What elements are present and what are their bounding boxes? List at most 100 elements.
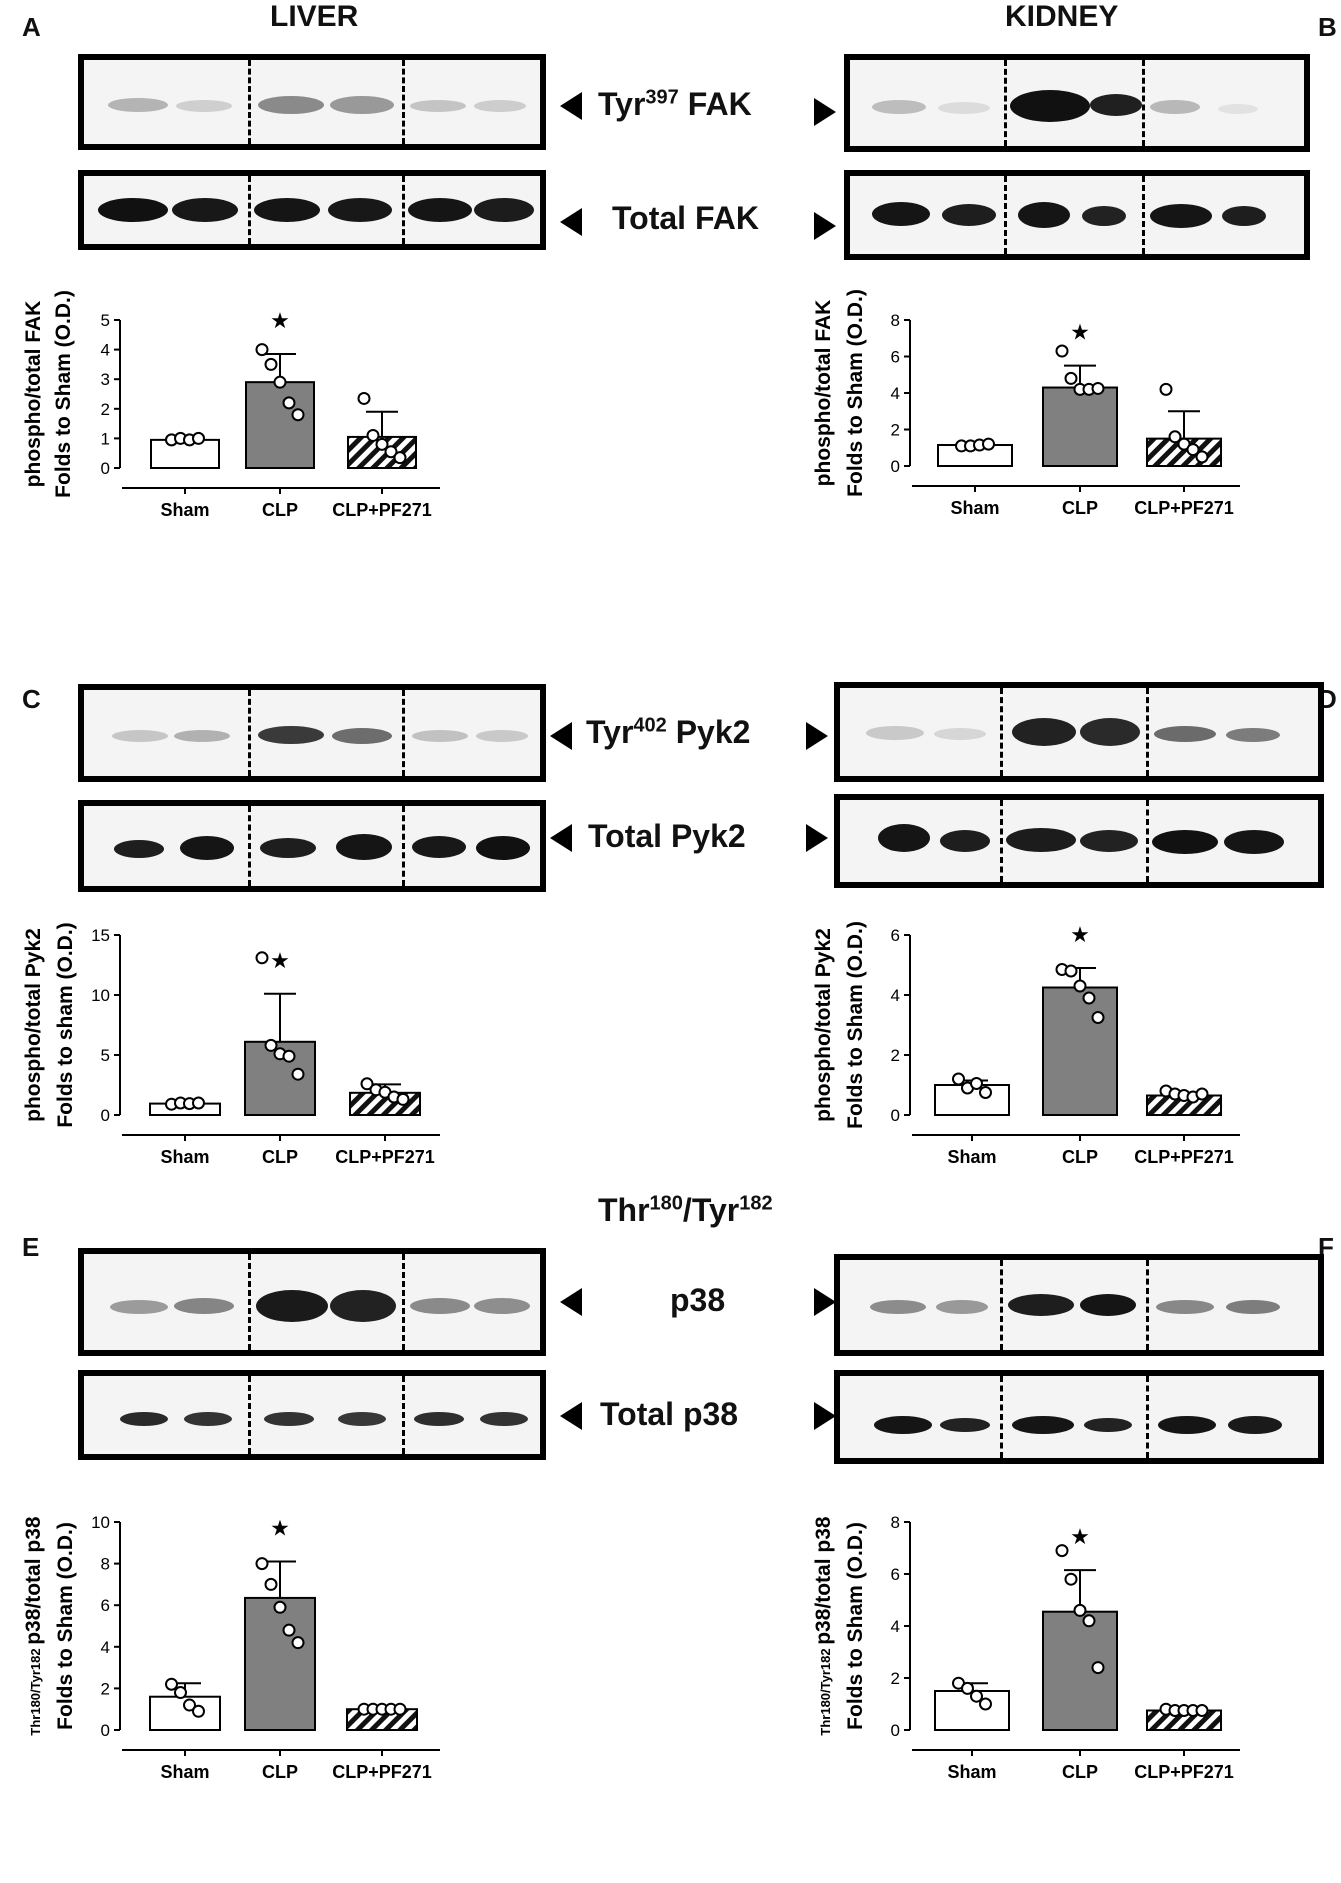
band (1154, 726, 1216, 742)
band (1150, 100, 1200, 114)
band (180, 836, 234, 860)
label-tyr397-fak: Tyr397 FAK (598, 86, 752, 122)
band (258, 726, 324, 744)
data-point (282, 1049, 296, 1063)
x-tick-label: Sham (160, 1762, 209, 1782)
data-point (165, 1677, 178, 1691)
y-axis-label-line2: Folds to Sham (O.D.) (844, 289, 867, 497)
x-tick-label: Sham (160, 500, 209, 520)
x-tick-label: Sham (950, 498, 999, 518)
y-tick-label: 6 (891, 926, 900, 945)
band (1226, 728, 1280, 742)
band (866, 726, 924, 740)
band (260, 838, 316, 858)
y-tick-label: 2 (891, 1669, 900, 1688)
band (474, 198, 534, 222)
band (176, 100, 232, 112)
y-axis-label-prefix: Thr180/Tyr182 (818, 1645, 833, 1736)
y-tick-label: 3 (101, 370, 110, 389)
y-axis-label-line2: Folds to Sham (O.D.) (54, 1522, 77, 1730)
liver-header: LIVER (270, 0, 359, 33)
band (942, 204, 996, 226)
data-point (961, 1681, 974, 1695)
arrow-right-icon (814, 1288, 836, 1316)
panel-letter-a: A (22, 12, 41, 42)
data-point (291, 408, 305, 422)
data-point (282, 396, 296, 410)
band (1080, 1294, 1136, 1316)
band (256, 1290, 328, 1322)
band (476, 730, 528, 742)
data-point (1195, 1087, 1209, 1101)
band (330, 1290, 396, 1322)
data-point (1064, 1572, 1078, 1586)
band (410, 100, 466, 112)
data-point (360, 1077, 374, 1091)
chart-f: 0 2 4 6 8 Sham CLP CLP+PF271 Thr180/Tyr182 p38/t… (812, 1513, 1240, 1782)
data-point (264, 357, 278, 371)
band (1228, 1416, 1282, 1434)
arrow-left-icon (550, 722, 572, 750)
data-point (1055, 344, 1069, 358)
band (120, 1412, 168, 1426)
data-point (255, 1557, 269, 1571)
blot-liver-phospho-pyk2 (78, 684, 546, 782)
band (112, 730, 168, 742)
panel-letter-b: B (1318, 12, 1337, 42)
band (184, 1412, 232, 1426)
band (114, 840, 164, 858)
y-tick-label: 0 (101, 459, 110, 478)
data-point (255, 951, 269, 965)
y-tick-label: 8 (891, 311, 900, 330)
y-axis-label: Thr180/Tyr182 p38/total p38 (22, 1516, 45, 1736)
band (410, 1298, 470, 1314)
blot-kidney-phospho-fak (844, 54, 1310, 152)
x-tick-label: CLP (1062, 1762, 1098, 1782)
arrow-right-icon (814, 1402, 836, 1430)
band (480, 1412, 528, 1426)
band (264, 1412, 314, 1426)
band (1222, 206, 1266, 226)
blot-liver-total-pyk2 (78, 800, 546, 892)
data-point (282, 1623, 296, 1637)
y-tick-label: 0 (891, 1721, 900, 1740)
x-tick-label: Sham (947, 1762, 996, 1782)
blot-kidney-phospho-p38 (834, 1254, 1324, 1356)
band (1018, 202, 1070, 228)
arrow-left-icon (560, 1402, 582, 1430)
y-axis-label: phospho/total FAK (22, 301, 45, 488)
band (476, 836, 530, 860)
significance-star: ★ (1070, 320, 1090, 345)
band (1090, 94, 1142, 116)
band (1080, 718, 1140, 746)
data-point (1091, 381, 1105, 395)
data-point (1195, 1704, 1209, 1717)
data-point (1091, 1011, 1105, 1024)
band (1152, 830, 1218, 854)
data-point (273, 1600, 287, 1614)
data-point (1064, 371, 1078, 385)
chart-a: 0 1 2 3 4 5 Sham CLP CLP+PF271 phospho/total FAK F… (22, 290, 440, 520)
band (474, 1298, 530, 1314)
data-point (1186, 443, 1200, 457)
y-tick-label: 6 (101, 1596, 110, 1615)
data-point (396, 1092, 410, 1106)
label-total-fak: Total FAK (612, 200, 759, 236)
arrow-right-icon (814, 212, 836, 240)
y-tick-label: 2 (101, 400, 110, 419)
band (336, 834, 392, 860)
data-point (393, 451, 407, 465)
band (258, 96, 324, 114)
band (412, 730, 468, 742)
label-total-p38: Total p38 (600, 1396, 739, 1432)
bar-clp (244, 1596, 316, 1731)
data-point (384, 445, 398, 459)
data-point (970, 1077, 983, 1090)
y-axis-label: Thr180/Tyr182 p38/total p38 (812, 1516, 835, 1736)
band (940, 830, 990, 852)
y-axis-label: phospho/total FAK (812, 300, 835, 487)
y-tick-label: 0 (101, 1721, 110, 1740)
y-tick-label: 0 (891, 1106, 900, 1125)
band (940, 1418, 990, 1432)
data-point (357, 391, 371, 405)
